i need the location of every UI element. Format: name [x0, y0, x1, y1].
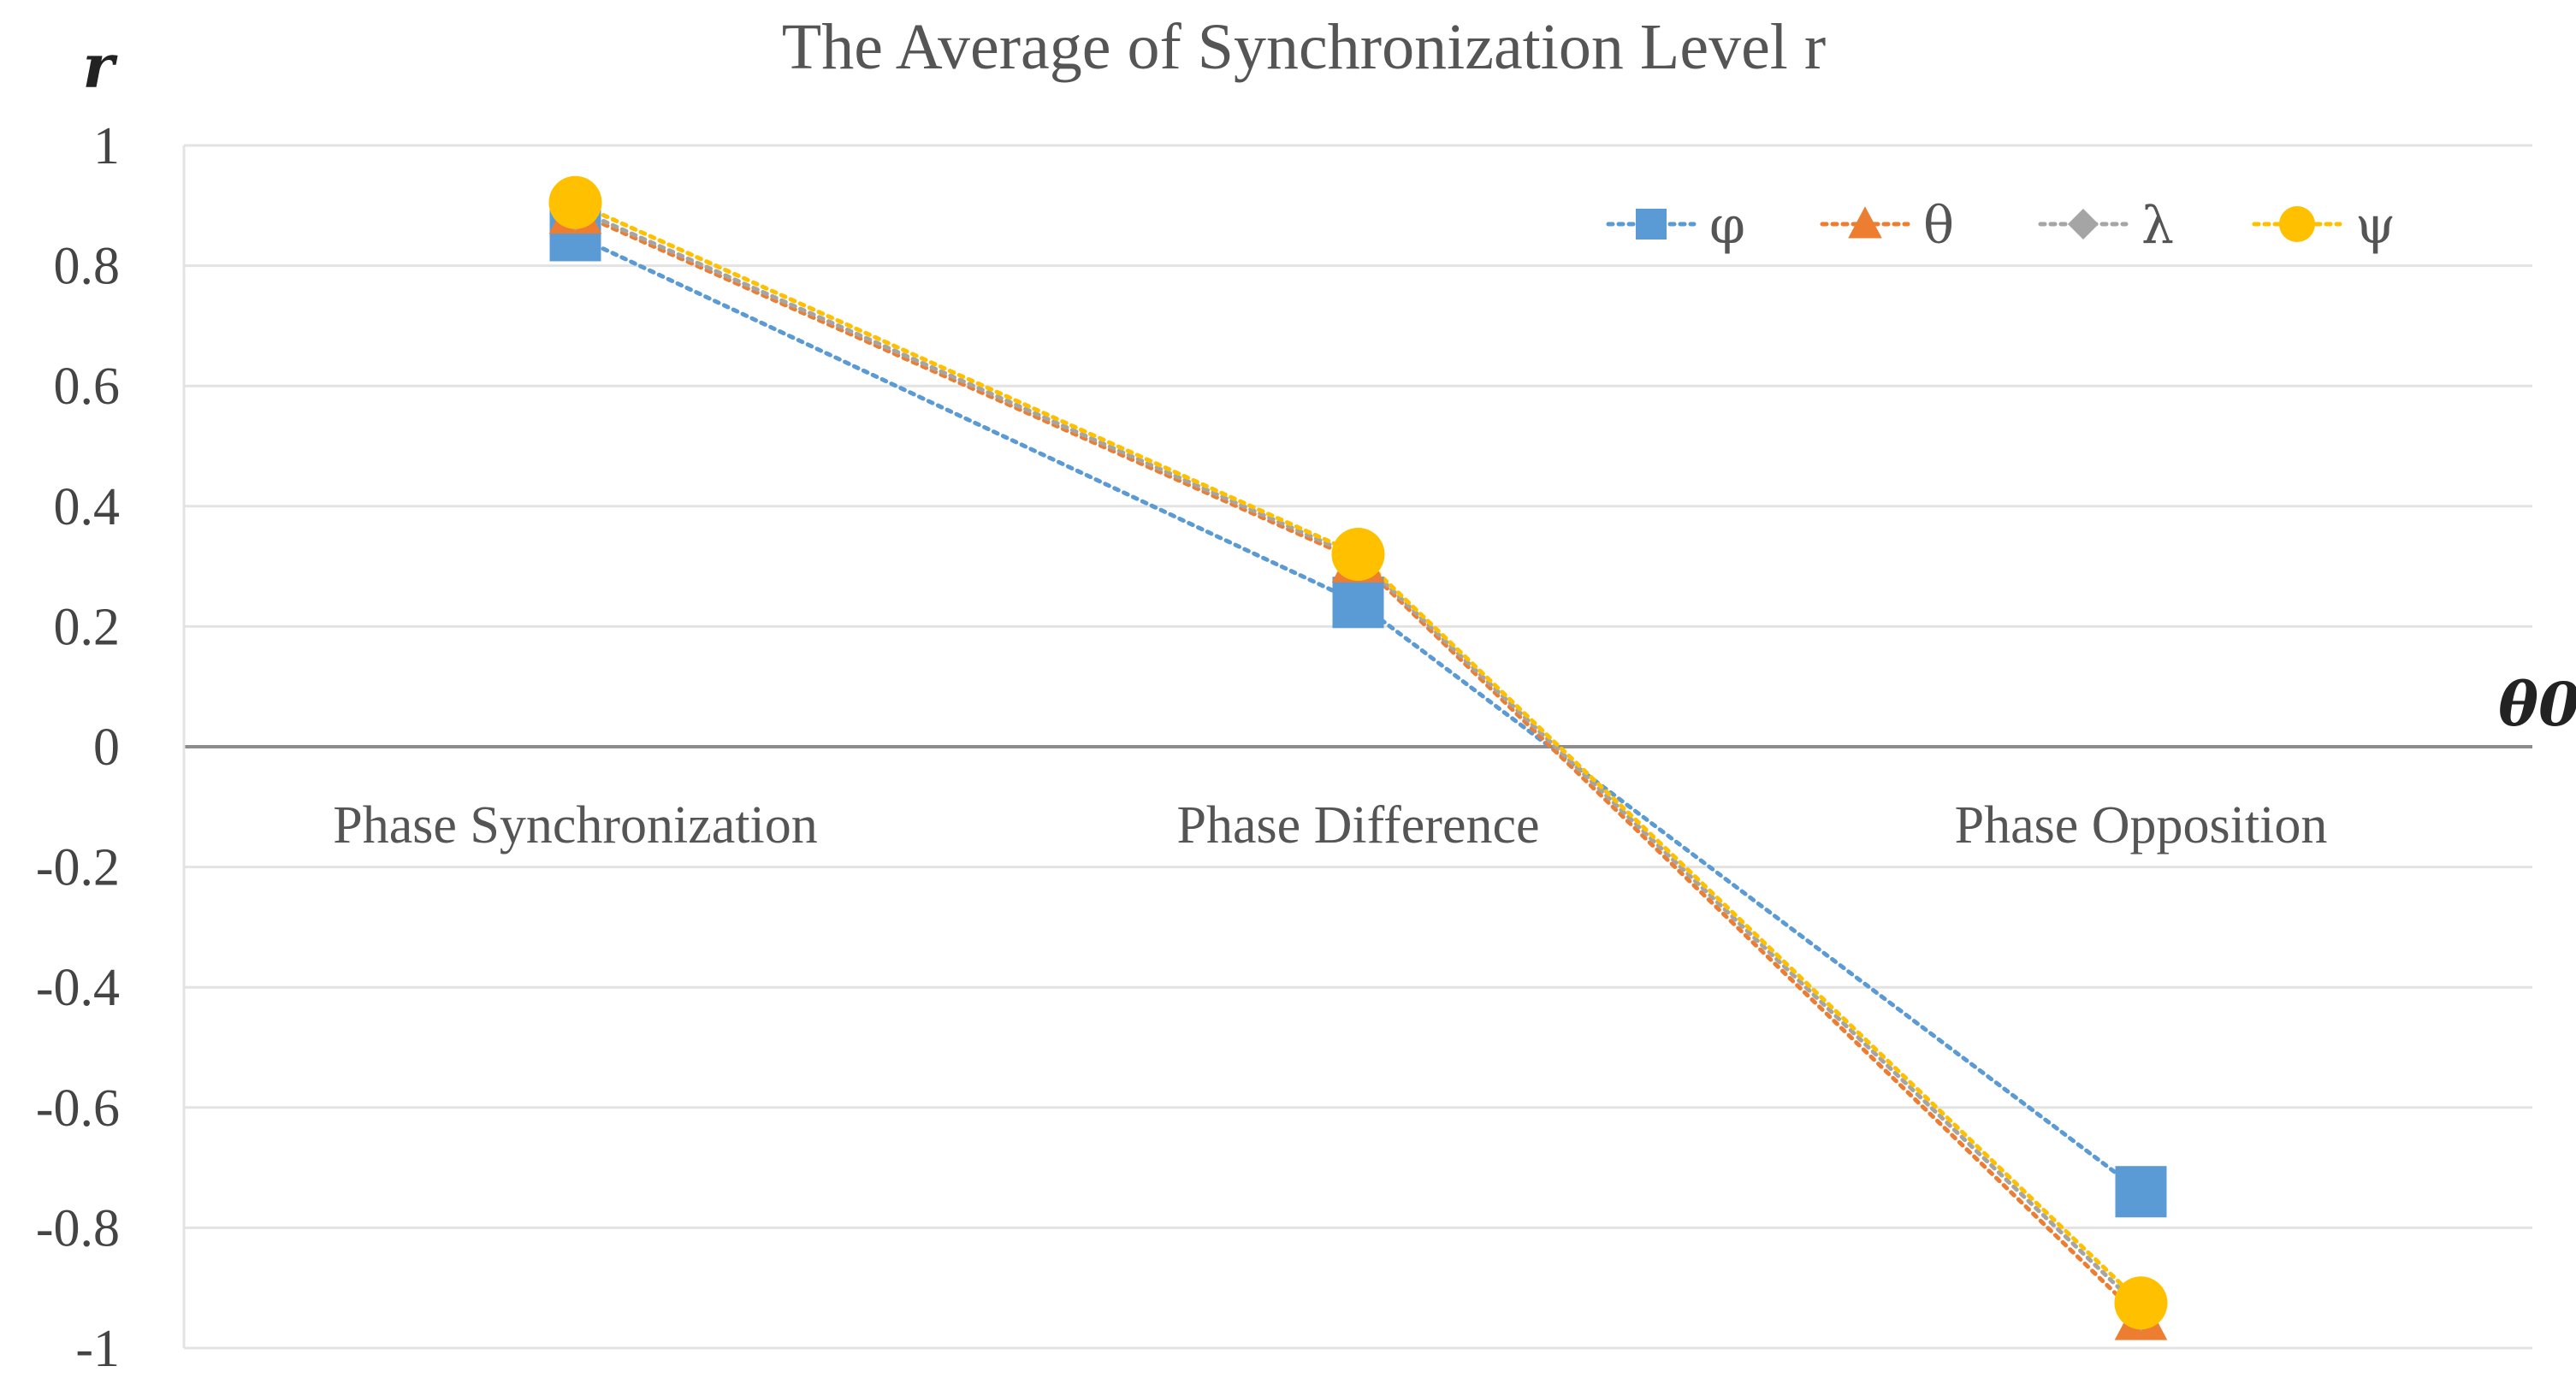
y-tick-label-4: 0.2: [54, 598, 121, 656]
legend-marker-2: [2068, 209, 2099, 240]
legend-label-1: θ: [1923, 196, 1954, 256]
y-tick-label-7: -0.4: [36, 959, 120, 1017]
legend-marker-0: [1636, 209, 1667, 240]
legend-item-1: θ: [1820, 196, 1954, 256]
legend-marker-1: [1848, 206, 1882, 239]
y-tick-label-10: -1: [75, 1320, 120, 1378]
y-tick-labels: 1 0.8 0.6 0.4 0.2 0 -0.2 -0.4 -0.6 -0.8 -1: [36, 117, 120, 1378]
legend-item-3: ψ: [2252, 196, 2395, 256]
y-tick-label-1: 0.8: [54, 238, 121, 296]
legend-label-0: φ: [1709, 196, 1745, 256]
legend-marker-3: [2279, 206, 2315, 242]
series-0-point-1: [1332, 577, 1384, 629]
series-line-0: [573, 233, 2143, 1194]
legend-label-3: ψ: [2355, 196, 2395, 256]
category-label-1: Phase Difference: [1176, 796, 1539, 855]
category-label-2: Phase Opposition: [1955, 796, 2328, 855]
series-line-1: [573, 209, 2143, 1321]
category-labels: Phase Synchronization Phase Difference Pha…: [333, 796, 2327, 855]
series-3-point-2: [2114, 1276, 2168, 1330]
x-axis-label: θ0: [2498, 669, 2576, 740]
chart-title: The Average of Synchronization Level r: [782, 11, 1826, 83]
legend-item-2: λ: [2038, 196, 2174, 256]
legend-item-0: φ: [1606, 196, 1745, 256]
y-tick-label-6: -0.2: [36, 839, 120, 897]
y-tick-label-2: 0.6: [54, 358, 121, 416]
category-label-0: Phase Synchronization: [333, 796, 818, 855]
y-tick-label-3: 0.4: [54, 478, 121, 536]
series-0-point-2: [2115, 1166, 2167, 1218]
y-tick-label-9: -0.8: [36, 1199, 120, 1257]
y-tick-label-5: 0: [93, 719, 120, 777]
y-tick-label-0: 1: [93, 117, 120, 175]
series-line-3: [573, 200, 2143, 1305]
series-markers: [548, 175, 2168, 1340]
legend-label-2: λ: [2141, 196, 2174, 256]
series-line-2: [573, 206, 2143, 1311]
y-tick-label-8: -0.6: [36, 1079, 120, 1138]
series-3-point-1: [1331, 528, 1385, 582]
series-3-point-0: [548, 175, 602, 229]
y-axis-label: r: [83, 31, 119, 102]
series-lines: [573, 200, 2143, 1321]
